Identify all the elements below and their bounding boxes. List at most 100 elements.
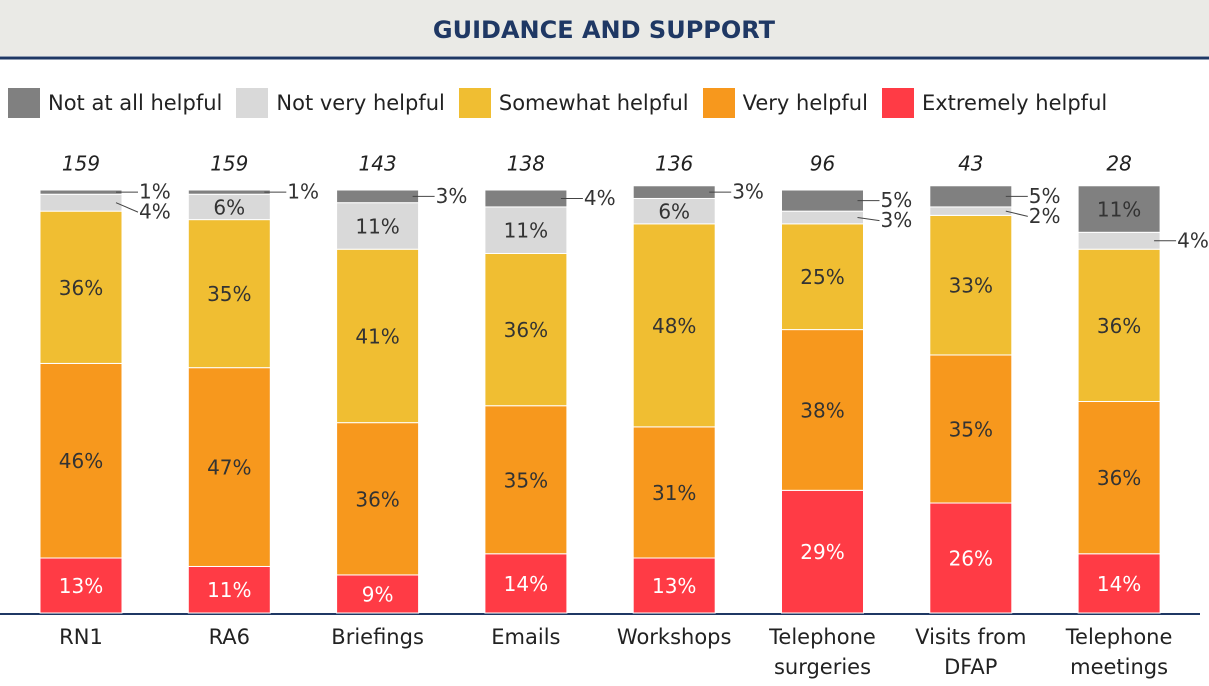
leader-line	[1005, 210, 1028, 217]
data-label: 41%	[355, 324, 399, 348]
data-label: 35%	[207, 282, 251, 306]
data-label: 13%	[652, 574, 696, 598]
bar-segment	[929, 354, 1013, 504]
leader-line	[115, 202, 139, 213]
bar-segment	[929, 206, 1013, 216]
legend-label: Not very helpful	[276, 91, 445, 115]
data-label: 3%	[436, 184, 468, 208]
legend-label: Somewhat helpful	[498, 91, 689, 115]
data-label: 36%	[355, 487, 399, 511]
data-label: 2%	[1029, 204, 1061, 228]
bar-segment	[1077, 553, 1161, 614]
bar-segment	[39, 210, 123, 364]
data-label: 3%	[881, 208, 913, 232]
bar-segment	[187, 193, 271, 221]
bar-segment	[1077, 401, 1161, 555]
bar-segment	[1077, 248, 1161, 402]
bar-segment	[39, 193, 123, 212]
data-label: 4%	[584, 186, 616, 210]
data-label: 48%	[652, 314, 696, 338]
bar-segment	[336, 202, 420, 250]
data-label: 1%	[139, 180, 171, 204]
legend-label: Not at all helpful	[48, 91, 223, 115]
bar-segment	[187, 189, 271, 195]
data-label: 14%	[1097, 572, 1141, 596]
bar-segment	[781, 210, 864, 225]
data-label: 6%	[213, 195, 245, 219]
data-label: 11%	[355, 214, 399, 238]
total-label: 136	[655, 152, 693, 176]
bar-segment	[1077, 185, 1161, 233]
data-label: 38%	[800, 398, 844, 422]
data-label: 13%	[59, 574, 103, 598]
data-label: 25%	[800, 265, 844, 289]
x-tick-label: Workshops	[616, 625, 732, 649]
data-label: 36%	[59, 276, 103, 300]
data-label: 36%	[504, 318, 548, 342]
data-label: 4%	[139, 200, 171, 224]
bar-segment	[484, 553, 568, 614]
data-label: 35%	[949, 417, 993, 441]
legend-item: Not at all helpful	[8, 88, 222, 118]
bar-segment	[484, 189, 568, 208]
title-band	[0, 0, 1209, 56]
legend-swatch	[881, 88, 914, 118]
data-label: 36%	[1097, 314, 1141, 338]
bar-segment	[781, 189, 864, 212]
bar-segment	[484, 206, 568, 254]
total-label: 43	[958, 152, 983, 176]
bar-segment	[187, 367, 271, 567]
legend-swatch	[236, 88, 269, 118]
data-label: 47%	[207, 456, 251, 480]
legend-item: Very helpful	[702, 88, 868, 118]
bar-segment	[781, 489, 864, 614]
data-label: 31%	[652, 481, 696, 505]
legend-swatch	[8, 88, 40, 118]
data-label: 3%	[732, 180, 764, 204]
x-tick-label: RN1	[59, 625, 103, 649]
bar-segment	[39, 557, 123, 614]
data-label: 5%	[1029, 184, 1061, 208]
data-label: 11%	[207, 578, 251, 602]
x-tick-label: Visits from DFAP	[915, 625, 1027, 679]
data-label: 1%	[287, 180, 319, 204]
data-label: 33%	[949, 274, 993, 298]
legend-swatch	[702, 88, 735, 118]
data-label: 36%	[1097, 466, 1141, 490]
total-label: 138	[507, 152, 545, 176]
x-tick-label: Telephone meetings	[1065, 625, 1173, 679]
data-label: 6%	[658, 200, 690, 224]
data-label: 5%	[881, 188, 913, 212]
legend-label: Extremely helpful	[921, 91, 1108, 115]
legend: Not at all helpful Not very helpful Somewh…	[8, 88, 1107, 118]
x-tick-label: Briefings	[331, 625, 424, 649]
bar-segment	[929, 502, 1013, 614]
total-label: 159	[210, 152, 248, 176]
data-label: 26%	[949, 547, 993, 571]
bar-segment	[336, 574, 420, 614]
bar-segment	[484, 405, 568, 555]
total-label: 96	[810, 152, 835, 176]
data-label: 29%	[800, 540, 844, 564]
legend-item: Somewhat helpful	[458, 88, 689, 118]
bar-segment	[39, 189, 123, 195]
bar-segment	[187, 565, 271, 614]
legend-swatch	[458, 88, 491, 118]
data-label: 14%	[504, 572, 548, 596]
bar-segment	[336, 189, 420, 204]
total-label: 159	[62, 152, 100, 176]
data-label: 11%	[504, 219, 548, 243]
bar-segment	[632, 426, 716, 559]
bar-segment	[1077, 231, 1161, 250]
legend-label: Very helpful	[742, 91, 868, 115]
bar-segment	[187, 219, 271, 369]
data-label: 11%	[1097, 198, 1141, 222]
data-label: 4%	[1177, 228, 1209, 252]
bar-segment	[336, 248, 420, 424]
total-label: 28	[1106, 152, 1131, 176]
legend-item: Not very helpful	[236, 88, 445, 118]
bar-segment	[781, 223, 864, 331]
data-label: 46%	[59, 449, 103, 473]
